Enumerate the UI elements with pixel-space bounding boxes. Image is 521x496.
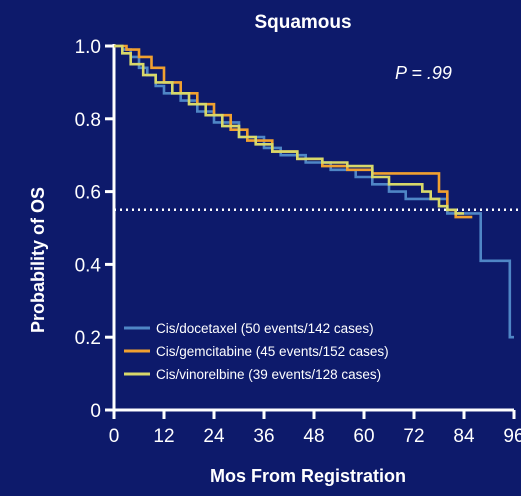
x-tick-label: 0 [109,426,120,447]
legend-label: Cis/docetaxel (50 events/142 cases) [156,321,374,336]
p-value-annotation: P = .99 [395,63,452,83]
legend-label: Cis/vinorelbine (39 events/128 cases) [156,367,381,382]
y-tick-label: 0.4 [75,255,102,276]
y-tick-label: 0.6 [75,183,101,204]
x-tick-label: 60 [353,426,374,447]
series-line [114,44,473,219]
x-tick-label: 24 [203,426,225,447]
x-tick-label: 12 [153,426,174,447]
y-tick-label: 1.0 [75,37,101,58]
y-axis-label: Probability of OS [28,187,48,333]
y-tick-label: 0.8 [75,110,101,131]
x-tick-label: 96 [503,426,521,447]
y-tick-label: 0 [90,401,101,422]
series-line [114,44,514,339]
x-axis-label: Mos From Registration [210,466,406,486]
x-tick-label: 84 [453,426,475,447]
x-tick-label: 48 [303,426,324,447]
legend-label: Cis/gemcitabine (45 events/152 cases) [156,344,389,359]
chart-title: Squamous [254,12,351,33]
y-tick-label: 0.2 [75,328,101,349]
x-tick-label: 36 [253,426,274,447]
series-line [114,44,464,215]
plot-area: 0 0.2 0.4 0.6 0.8 1.0 0 12 24 36 48 60 72 84 96 Cis/doc… [75,37,521,447]
x-tick-label: 72 [403,426,424,447]
